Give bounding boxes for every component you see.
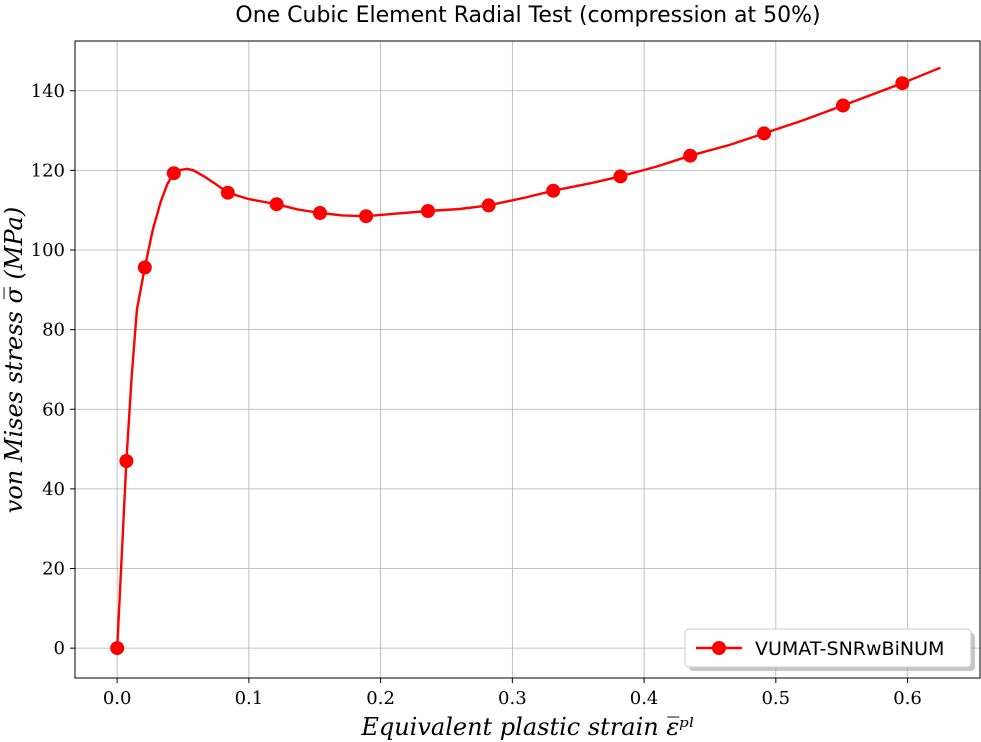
data-point-marker [137,260,152,275]
data-point-marker [359,209,374,224]
axis-ticks: 0.0 0.1 0.2 0.3 0.4 0.5 0.6 0 20 40 60 80 100 120 140 [31,81,922,709]
legend-box [684,628,972,668]
x-axis-label: Equivalent plastic strain ε̅ᵖˡ [360,713,694,741]
legend: VUMAT-SNRwBiNUM [684,628,975,671]
data-point-marker [546,183,561,198]
grid [75,41,980,678]
x-tick-label: 0.0 [103,688,132,709]
data-point-marker [757,126,771,141]
data-point-marker [836,98,850,113]
data-point-marker [269,197,284,212]
data-point-marker [220,185,235,200]
data-point-marker [119,454,134,468]
x-tick-label: 0.5 [761,688,790,709]
data-point-marker [166,166,181,181]
y-tick-label: 40 [42,479,65,500]
y-tick-label: 60 [42,399,65,420]
x-tick-label: 0.3 [498,688,527,709]
x-tick-label: 0.6 [893,688,922,709]
plot-area-frame [74,40,981,679]
data-point-marker [421,204,435,218]
legend-series-marker [712,641,726,655]
legend-series-label: VUMAT-SNRwBiNUM [755,638,944,660]
y-tick-label: 100 [31,240,65,261]
data-point-marker [895,76,910,91]
x-tick-label: 0.1 [235,688,264,709]
y-tick-label: 20 [42,559,65,580]
y-tick-label: 140 [31,81,65,102]
data-point-marker [481,198,496,213]
y-tick-label: 80 [42,320,65,341]
series-layer [110,66,941,656]
x-tick-label: 0.2 [366,688,395,709]
series-line [116,66,941,649]
data-point-marker [683,148,698,163]
y-tick-label: 0 [54,638,65,659]
data-point-marker [110,641,125,656]
data-point-marker [313,206,327,220]
chart-title: One Cubic Element Radial Test (compressi… [235,3,820,28]
y-tick-label: 120 [31,160,65,181]
y-axis-label: von Mises stress σ̅ (MPa) [0,207,28,513]
data-point-marker [613,169,628,184]
x-tick-label: 0.4 [630,688,659,709]
